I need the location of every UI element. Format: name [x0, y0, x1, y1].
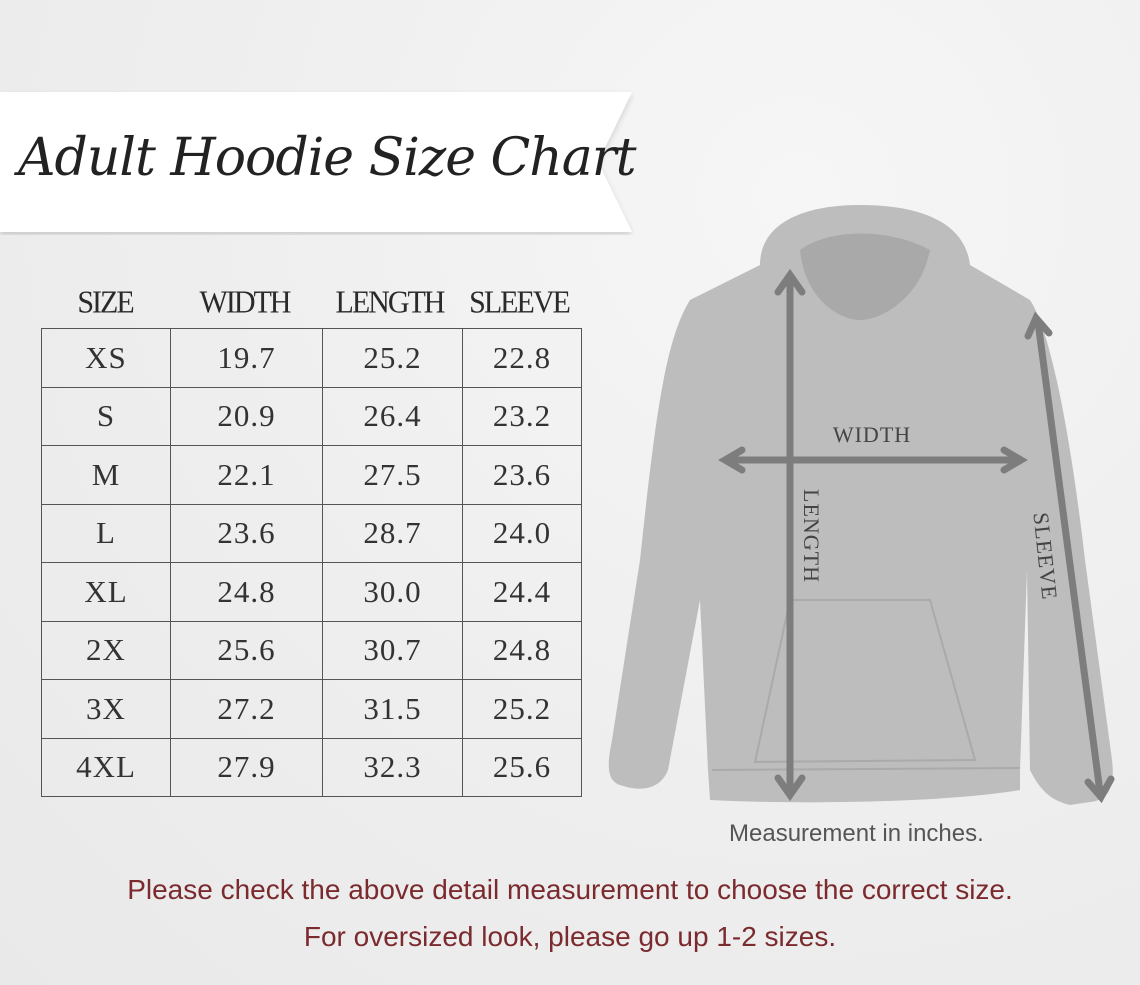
size-cell: 2X: [41, 620, 171, 680]
size-cell: 4XL: [41, 737, 171, 797]
size-table: XS 19.7 25.2 22.8 S 20.9 26.4 23.2 M 22.1 27.5 23.6…: [41, 328, 582, 797]
length-cell: 26.4: [322, 386, 463, 446]
sleeve-cell: 24.0: [462, 503, 582, 563]
table-row: M 22.1 27.5 23.6: [41, 445, 582, 505]
size-cell: S: [41, 386, 171, 446]
length-cell: 31.5: [322, 679, 463, 739]
size-cell: L: [41, 503, 171, 563]
width-cell: 19.7: [170, 328, 323, 388]
table-row: 3X 27.2 31.5 25.2: [41, 679, 582, 739]
pocket: [753, 599, 977, 764]
table-row: 2X 25.6 30.7 24.8: [41, 620, 582, 680]
sleeve-cell: 24.8: [462, 620, 582, 680]
page-title: Adult Hoodie Size Chart: [18, 128, 637, 188]
table-row: L 23.6 28.7 24.0: [41, 503, 582, 563]
length-cell: 25.2: [322, 328, 463, 388]
hem-line: [711, 767, 1021, 771]
size-cell: 3X: [41, 679, 171, 739]
length-label: LENGTH: [799, 489, 824, 583]
table-row: XS 19.7 25.2 22.8: [41, 328, 582, 388]
header-length: LENGTH: [335, 285, 446, 320]
length-cell: 28.7: [322, 503, 463, 563]
length-cell: 30.7: [322, 620, 463, 680]
length-cell: 30.0: [322, 562, 463, 622]
footer-line-2: For oversized look, please go up 1-2 siz…: [303, 921, 837, 952]
header-sleeve: SLEEVE: [469, 285, 571, 320]
footer-line-1: Please check the above detail measuremen…: [127, 874, 1013, 905]
table-row: XL 24.8 30.0 24.4: [41, 562, 582, 622]
width-cell: 27.2: [170, 679, 323, 739]
sleeve-cell: 25.6: [462, 737, 582, 797]
table-row: S 20.9 26.4 23.2: [41, 386, 582, 446]
width-cell: 24.8: [170, 562, 323, 622]
size-cell: M: [41, 445, 171, 505]
length-cell: 27.5: [322, 445, 463, 505]
width-cell: 25.6: [170, 620, 323, 680]
table-row: 4XL 27.9 32.3 25.6: [41, 737, 582, 797]
length-cell: 32.3: [322, 737, 463, 797]
measurement-note: Measurement in inches.: [729, 820, 984, 847]
size-cell: XS: [41, 328, 171, 388]
header-size: SIZE: [77, 285, 134, 320]
width-cell: 22.1: [170, 445, 323, 505]
hood-opening: [800, 233, 930, 320]
header-width: WIDTH: [199, 285, 292, 320]
sleeve-cell: 24.4: [462, 562, 582, 622]
width-cell: 23.6: [170, 503, 323, 563]
size-cell: XL: [41, 562, 171, 622]
sleeve-cell: 22.8: [462, 328, 582, 388]
sleeve-cell: 23.6: [462, 445, 582, 505]
width-cell: 27.9: [170, 737, 323, 797]
title-banner: [0, 92, 632, 232]
sleeve-cell: 23.2: [462, 386, 582, 446]
width-label: WIDTH: [833, 422, 911, 447]
sleeve-cell: 25.2: [462, 679, 582, 739]
hoodie-body: [608, 205, 1113, 805]
width-cell: 20.9: [170, 386, 323, 446]
hoodie-diagram: WIDTH LENGTH SLEEVE: [608, 205, 1115, 805]
